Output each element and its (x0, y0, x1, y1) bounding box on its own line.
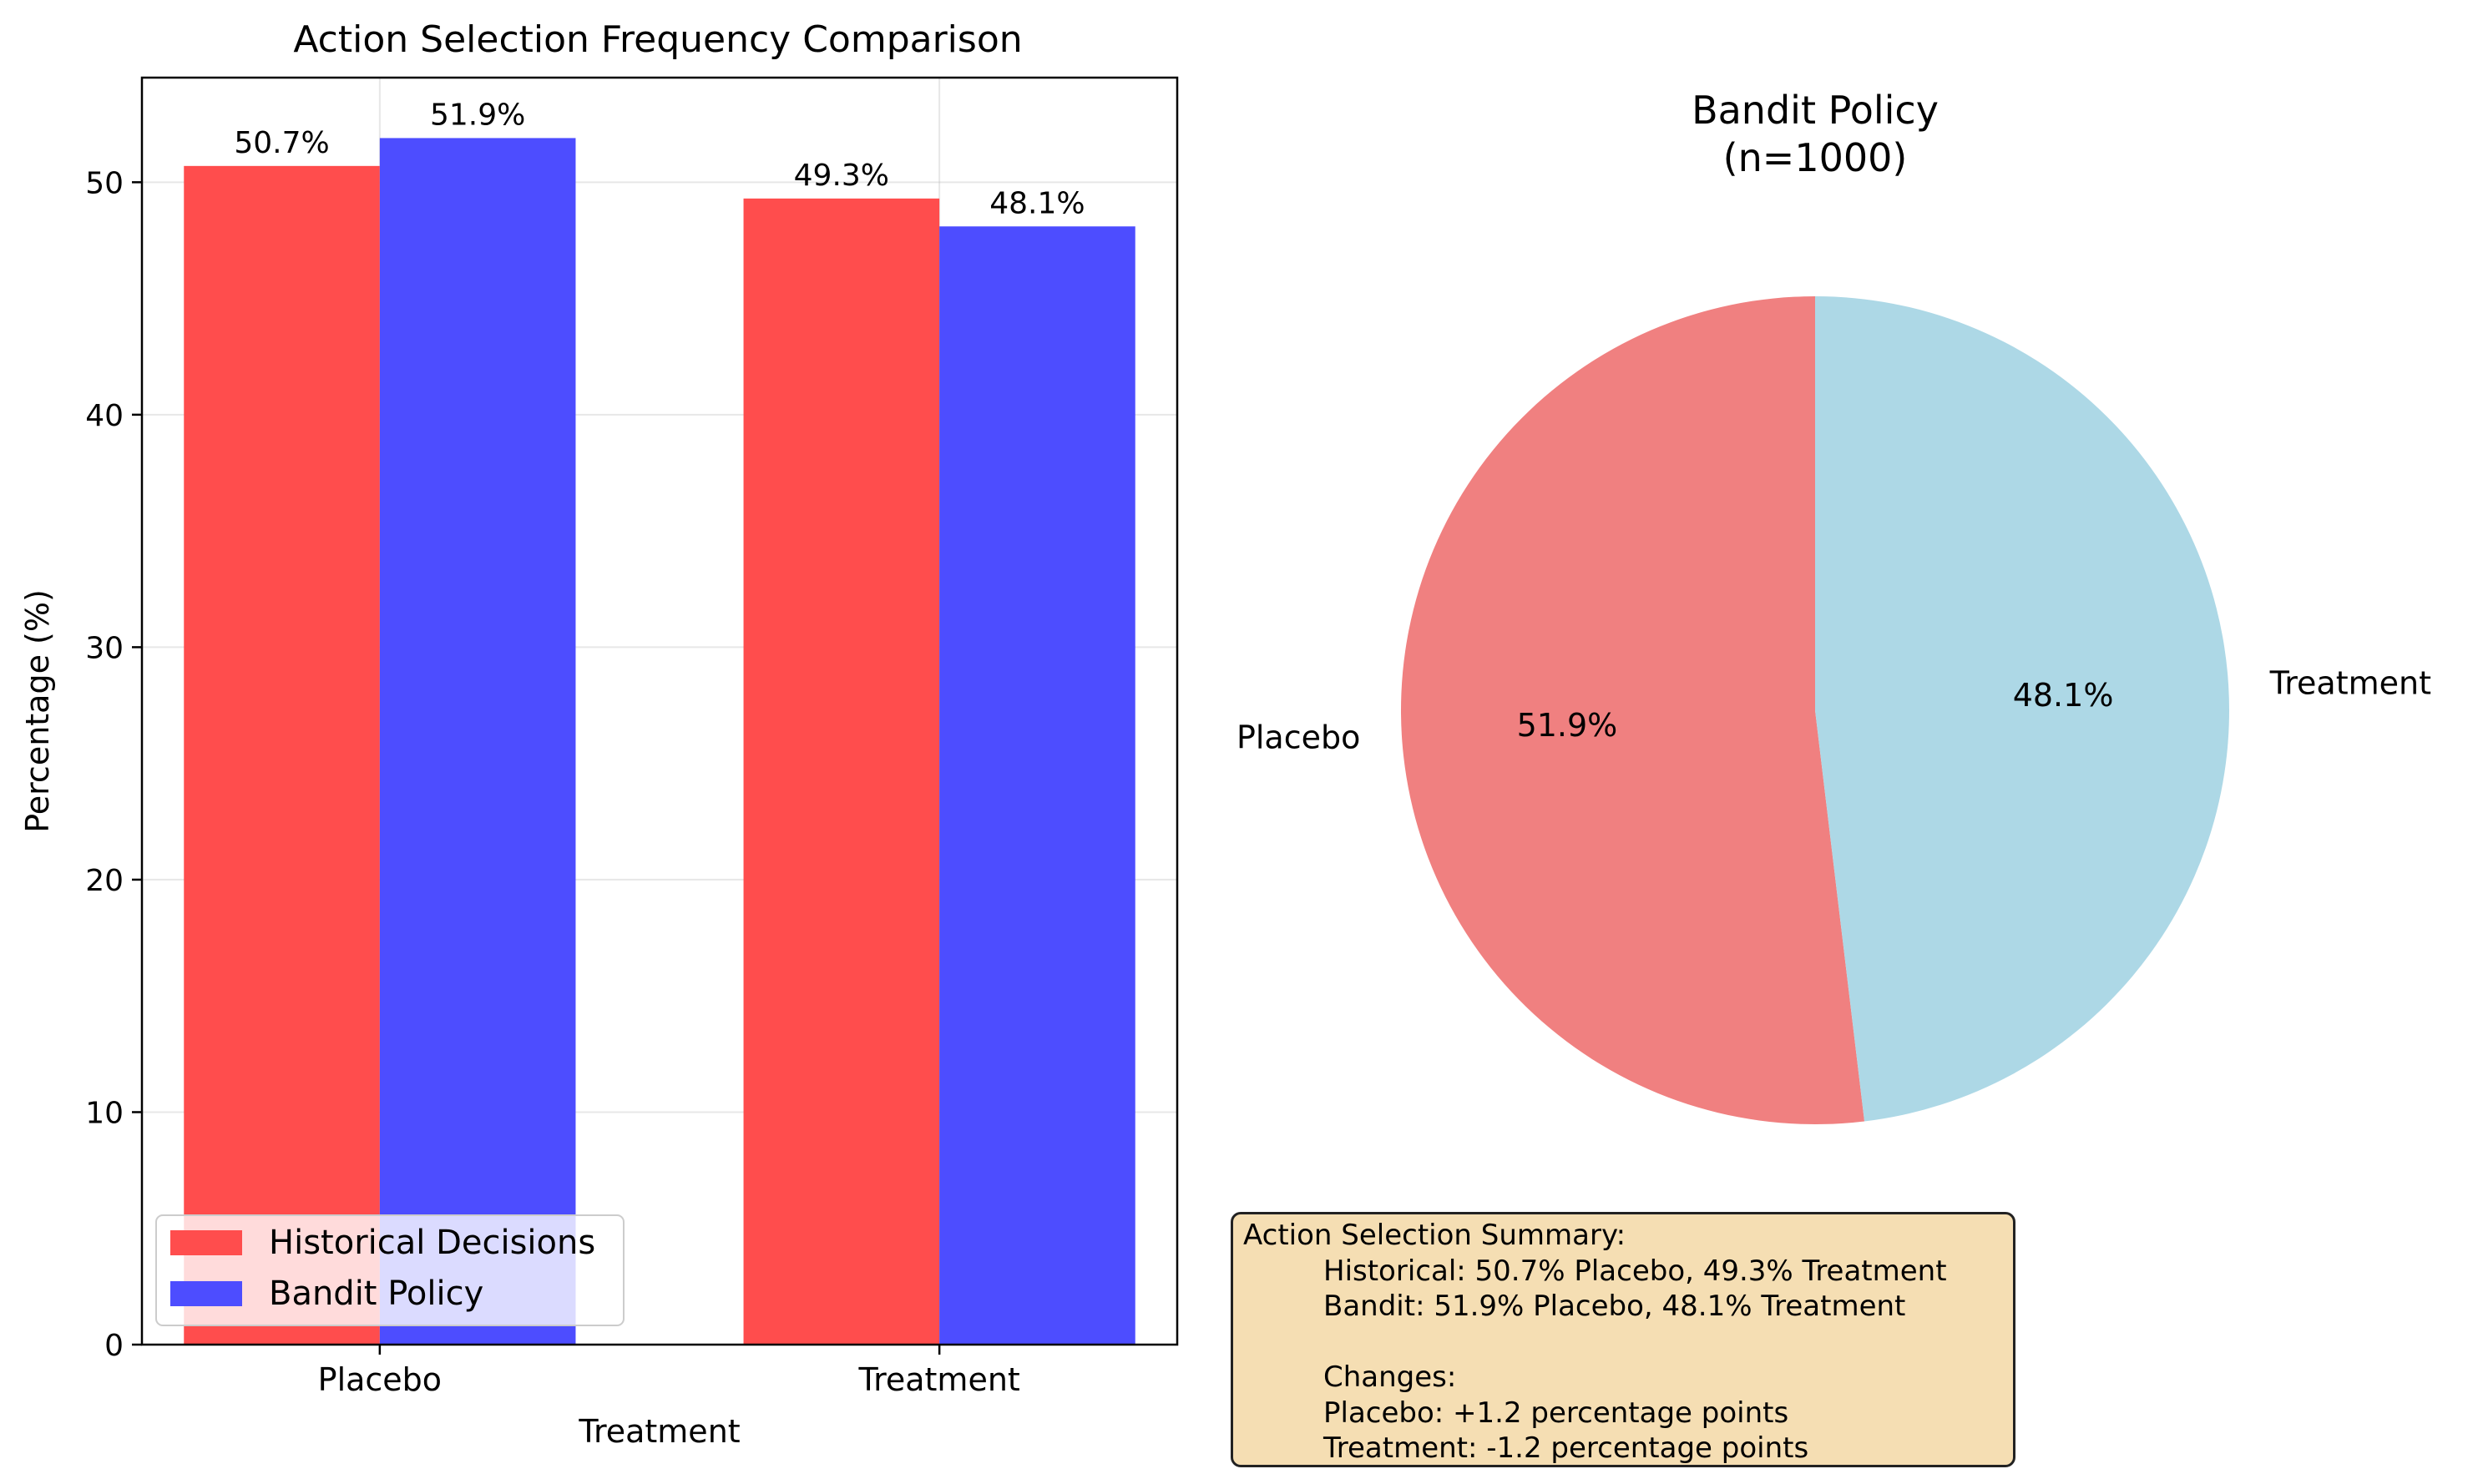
y-tick-label: 10 (85, 1096, 124, 1130)
pie-pct-placebo: 51.9% (1517, 707, 1618, 744)
summary-changes-heading: Changes: (1323, 1360, 1457, 1394)
summary-heading: Action Selection Summary: (1243, 1219, 1626, 1252)
pie-slice-placebo (1400, 296, 1865, 1125)
bar-chart-title: Action Selection Frequency Comparison (293, 18, 1022, 61)
bar-plot-frame (140, 76, 1179, 1346)
y-tick-label: 50 (85, 166, 124, 200)
y-tick-label: 30 (85, 631, 124, 665)
x-tick-label-placebo: Placebo (318, 1361, 442, 1398)
bar-value-label: 48.1% (989, 186, 1085, 220)
pie-labels: Placebo 51.9% Treatment 48.1% (1237, 664, 2431, 755)
x-tick-label-treatment: Treatment (857, 1361, 1019, 1398)
legend-swatch-bandit (170, 1281, 242, 1306)
pie-slices (1400, 296, 2229, 1125)
bar-historical-decisions-treatment (743, 198, 940, 1345)
summary-box: Action Selection Summary: Historical: 50… (1231, 1212, 2015, 1467)
y-tick-label: 40 (85, 399, 124, 433)
bar-value-label: 49.3% (794, 159, 889, 193)
y-tick-label: 20 (85, 864, 124, 898)
pie-label-treatment: Treatment (2269, 664, 2431, 701)
legend-frame (155, 1214, 625, 1326)
bar-chart: Action Selection Frequency Comparison 50… (19, 18, 1179, 1450)
bar-value-labels: 50.7% 49.3% 51.9% 48.1% (234, 98, 1085, 220)
legend: Historical Decisions Bandit Policy (155, 1214, 625, 1326)
legend-label-historical: Historical Decisions (269, 1224, 595, 1262)
summary-bandit: Bandit: 51.9% Placebo, 48.1% Treatment (1323, 1290, 1906, 1323)
bar-bandit-policy-placebo (379, 138, 576, 1345)
bar-value-label: 50.7% (234, 126, 329, 160)
pie-slice-treatment (1815, 296, 2229, 1122)
legend-label-bandit: Bandit Policy (269, 1275, 483, 1313)
summary-treatment-change: Treatment: -1.2 percentage points (1323, 1431, 1809, 1465)
y-axis: 0 10 20 30 40 50 (85, 166, 142, 1363)
pie-chart-title: Bandit Policy (1692, 88, 1939, 133)
pie-pct-treatment: 48.1% (2013, 677, 2114, 714)
summary-spacer (1243, 1325, 2013, 1360)
bar-value-label: 51.9% (430, 98, 525, 132)
y-axis-label: Percentage (%) (19, 589, 56, 833)
summary-historical: Historical: 50.7% Placebo, 49.3% Treatme… (1323, 1254, 1947, 1288)
bar-marks (184, 138, 1135, 1345)
x-axis-label: Treatment (578, 1413, 740, 1450)
summary-placebo-change: Placebo: +1.2 percentage points (1323, 1396, 1789, 1430)
pie-chart-subtitle: (n=1000) (1723, 135, 1908, 180)
pie-label-placebo: Placebo (1237, 719, 1360, 756)
y-tick-label: 0 (104, 1329, 124, 1363)
bar-bandit-policy-treatment (939, 226, 1135, 1345)
legend-swatch-historical (170, 1230, 242, 1255)
pie-chart: Bandit Policy (n=1000) Placebo 51.9% Treat… (1237, 88, 2431, 1125)
x-axis: Placebo Treatment (318, 1345, 1020, 1398)
bar-historical-decisions-placebo (184, 165, 380, 1345)
